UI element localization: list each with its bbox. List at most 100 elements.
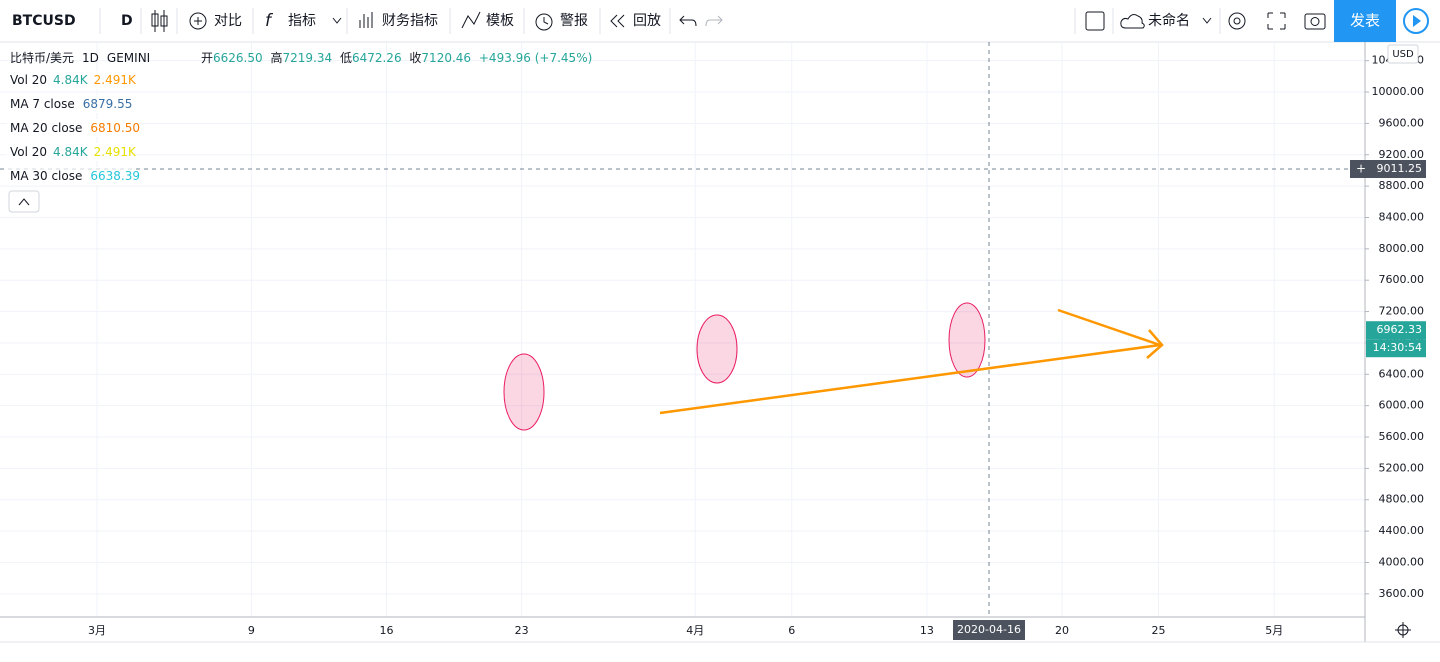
cloud-icon <box>1120 14 1145 29</box>
legend-volume: Vol 20 4.84K 2.491K <box>10 73 137 87</box>
grid <box>0 42 1365 617</box>
templates-button[interactable]: 模板 <box>486 13 514 29</box>
volume-name: Vol 20 <box>10 145 47 159</box>
publish-button[interactable] <box>1334 0 1396 42</box>
x-tick-label: 23 <box>515 624 529 637</box>
x-tick-label: 9 <box>248 624 255 637</box>
volume-value: 4.84K <box>53 145 89 159</box>
crosshair-date-bg <box>953 620 1025 640</box>
replay-button[interactable]: 回放 <box>633 13 661 29</box>
layout-name-button[interactable]: 未命名 <box>1148 12 1190 29</box>
y-tick-label: 4000.00 <box>1379 555 1425 568</box>
x-tick-label: 5月 <box>1265 624 1283 637</box>
x-tick-label: 6 <box>788 624 795 637</box>
legend-row-bg <box>6 71 134 89</box>
x-tick-label: 25 <box>1152 624 1166 637</box>
ohlc-label: 高 <box>270 50 282 65</box>
legend-ma: MA 20 close 6810.50 <box>10 121 140 135</box>
ohlc-value: 7120.46 <box>421 51 471 65</box>
price-badges: 6962.33 14:30:54 <box>1366 321 1426 358</box>
ellipse-drawing[interactable] <box>696 314 738 384</box>
symbol-button[interactable]: BTCUSD <box>12 13 76 29</box>
y-tick-label: 4400.00 <box>1379 524 1425 537</box>
legend-ma: MA 7 close 6879.55 <box>10 97 132 111</box>
trend-line[interactable] <box>659 343 1161 415</box>
layout-button[interactable] <box>1085 11 1105 31</box>
ohlc-value: 6626.50 <box>213 51 263 65</box>
axes: 3600.00 4000.00 4400.00 4800.00 5200.00 5600.… <box>88 54 1424 637</box>
publish-label: 发表 <box>1350 12 1380 30</box>
crosshair-price: 9011.25 <box>1377 162 1423 175</box>
crosshair-plus: + <box>1356 162 1366 176</box>
crosshair-date: 2020-04-16 <box>957 623 1021 636</box>
currency-label: USD <box>1392 49 1414 60</box>
crosshair <box>0 42 1365 617</box>
ellipse-drawing[interactable] <box>503 353 545 431</box>
chart-style-button[interactable] <box>151 10 168 32</box>
alert-button[interactable]: 警报 <box>560 13 588 29</box>
ellipse-drawing[interactable] <box>948 302 986 378</box>
replay-icon <box>610 14 625 28</box>
screenshot-button[interactable] <box>1304 13 1326 30</box>
layout-dropdown[interactable] <box>1202 17 1212 24</box>
interval-button[interactable]: D <box>121 13 133 29</box>
legend-interval: 1D <box>82 51 99 65</box>
drawings <box>503 302 986 431</box>
y-tick-label: 8800.00 <box>1379 179 1425 192</box>
collapse-icon <box>18 198 30 206</box>
toolbar <box>0 0 1440 42</box>
compare-button[interactable]: 对比 <box>214 13 242 29</box>
redo-button[interactable] <box>705 15 723 27</box>
financials-button[interactable]: 财务指标 <box>382 13 438 29</box>
last-price: 6962.33 <box>1377 323 1423 336</box>
y-tick-label: 3600.00 <box>1379 587 1425 600</box>
legend-volume: Vol 20 4.84K 2.491K <box>10 145 137 159</box>
trend-line[interactable] <box>1057 308 1161 347</box>
legend-symbol: 比特币/美元 <box>10 50 74 65</box>
y-tick-label: 4800.00 <box>1379 493 1425 506</box>
countdown: 14:30:54 <box>1373 341 1422 354</box>
alert-icon <box>535 13 553 31</box>
y-tick-label: 5600.00 <box>1379 430 1425 443</box>
ma-name: MA 30 close <box>10 169 82 183</box>
legend-collapse-button[interactable] <box>8 190 40 213</box>
legend-row-bg <box>6 143 134 161</box>
indicator-icon: f <box>265 11 274 31</box>
volume-name: Vol 20 <box>10 73 47 87</box>
fullscreen-button[interactable] <box>1267 12 1286 30</box>
legend-exchange: GEMINI <box>107 51 150 65</box>
x-tick-label: 3月 <box>88 624 106 637</box>
legend-row-bg <box>6 119 136 137</box>
ma-value: 6810.50 <box>90 121 140 135</box>
x-tick-label: 13 <box>920 624 934 637</box>
time-settings-button[interactable] <box>1395 622 1411 638</box>
undo-button[interactable] <box>679 15 697 27</box>
toolbar-separators <box>99 8 1221 34</box>
settings-button[interactable] <box>1228 12 1246 30</box>
y-tick-label: 5200.00 <box>1379 461 1425 474</box>
dropdown-icon[interactable] <box>332 17 342 24</box>
arrow-head <box>1146 329 1164 359</box>
y-tick-label: 9200.00 <box>1379 148 1425 161</box>
stream-button[interactable] <box>1403 8 1429 34</box>
x-tick-label: 16 <box>380 624 394 637</box>
ohlc-label: 低 <box>340 51 352 65</box>
indicators-button[interactable]: 指标 <box>288 13 316 29</box>
y-tick-label: 7600.00 <box>1379 273 1425 286</box>
legend: 比特币/美元 1D GEMINI 开6626.50 高7219.34 低6472.2… <box>6 50 592 213</box>
currency-badge[interactable] <box>1387 44 1419 64</box>
legend-row-bg <box>6 95 130 113</box>
ma-name: MA 20 close <box>10 121 82 135</box>
ma-value: 6879.55 <box>83 97 133 111</box>
legend-title: 比特币/美元 1D GEMINI <box>10 50 150 65</box>
ohlc-label: 收 <box>409 51 421 65</box>
countdown-badge <box>1366 339 1426 358</box>
financials-icon <box>359 12 373 28</box>
trend-drawings <box>659 308 1164 415</box>
y-tick-label: 6400.00 <box>1379 367 1425 380</box>
y-tick-label: 8400.00 <box>1379 210 1425 223</box>
templates-icon <box>461 11 481 29</box>
crosshair-price-badge <box>1350 160 1426 178</box>
legend-ma: MA 30 close 6638.39 <box>10 169 140 183</box>
